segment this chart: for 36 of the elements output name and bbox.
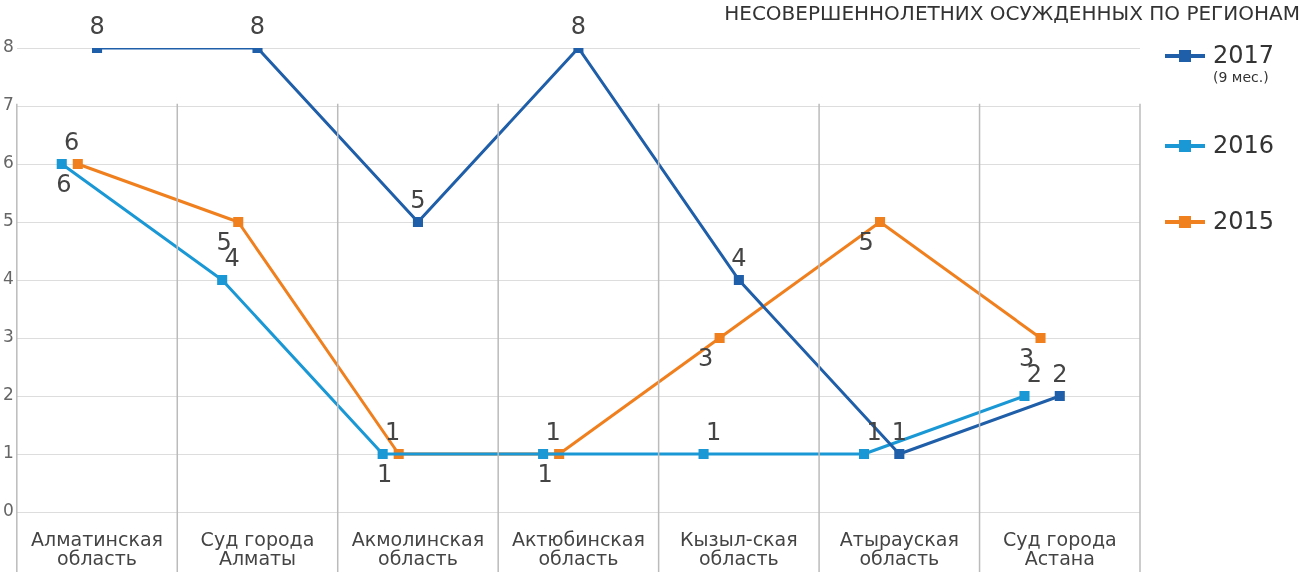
data-label: 4: [731, 244, 747, 273]
data-label: 1: [891, 418, 907, 447]
data-label: 1: [545, 418, 561, 447]
x-tick-label: Актюбинская область: [511, 528, 645, 570]
data-label: 3: [697, 344, 714, 373]
y-tick-label: 5: [2, 210, 14, 231]
x-tick-label: Атырауская область: [839, 528, 959, 570]
y-tick-label: 0: [2, 500, 14, 521]
y-tick-label: 8: [2, 36, 14, 57]
y-tick-label: 7: [2, 94, 14, 115]
data-label: 1: [385, 418, 401, 447]
y-tick-label: 1: [2, 442, 14, 463]
y-tick-label: 6: [2, 152, 14, 173]
data-label: 2: [1052, 360, 1068, 389]
x-tick-label: Суд города Алматы: [200, 528, 315, 570]
legend-label: 2016: [1213, 130, 1275, 160]
x-tick-label: Суд города Астана: [1002, 528, 1117, 570]
legend-label: 2015: [1213, 206, 1275, 236]
data-label: 1: [537, 460, 553, 489]
data-label: 1: [705, 418, 722, 447]
data-label: 5: [410, 186, 426, 215]
data-label: 8: [249, 12, 266, 41]
x-tick-label: Алматинская область: [31, 528, 164, 570]
x-tick-label: Кызыл-ская область: [680, 528, 798, 570]
data-label: 5: [858, 228, 874, 257]
y-tick-label: 3: [2, 326, 14, 347]
data-label: 1: [377, 460, 393, 489]
legend-label: 2017 (9 мес.): [1213, 40, 1275, 85]
chart-title: НЕСОВЕРШЕННОЛЕТНИХ ОСУЖДЕННЫХ ПО РЕГИОНАМ: [724, 1, 1300, 25]
data-label: 6: [56, 170, 72, 199]
y-tick-label: 4: [2, 268, 14, 289]
y-tick-label: 2: [2, 384, 14, 405]
data-label: 8: [570, 12, 587, 41]
data-label: 8: [89, 12, 105, 41]
x-tick-label: Акмолинская область: [351, 528, 485, 570]
data-label: 6: [64, 128, 80, 157]
